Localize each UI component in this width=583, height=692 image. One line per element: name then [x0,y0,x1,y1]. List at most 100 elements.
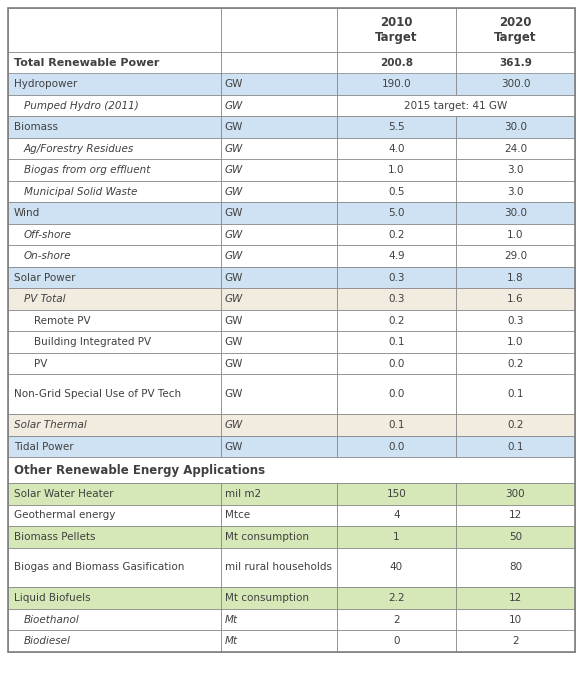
Text: Mt: Mt [224,636,238,646]
Text: 24.0: 24.0 [504,144,527,154]
Text: 200.8: 200.8 [380,57,413,68]
Text: Ag/Forestry Residues: Ag/Forestry Residues [24,144,134,154]
Text: 300: 300 [505,489,525,499]
Bar [220,116,337,138]
Bar [337,415,456,436]
Bar [456,116,575,138]
Bar [337,630,456,652]
Bar [220,8,337,52]
Text: Geothermal energy: Geothermal energy [14,510,115,520]
Bar [337,8,456,52]
Bar [337,526,456,547]
Bar [456,483,575,504]
Text: 0.5: 0.5 [388,187,405,197]
Text: GW: GW [224,337,243,347]
Text: 29.0: 29.0 [504,251,527,262]
Bar [8,526,220,547]
Text: 0.1: 0.1 [388,420,405,430]
Bar [8,8,220,52]
Text: 0.2: 0.2 [507,358,524,369]
Text: 4: 4 [393,510,400,520]
Bar [456,547,575,588]
Bar [220,374,337,415]
Text: Biogas and Biomass Gasification: Biogas and Biomass Gasification [14,563,184,572]
Text: Mt consumption: Mt consumption [224,532,308,542]
Bar [456,588,575,609]
Text: mil m2: mil m2 [224,489,261,499]
Text: Municipal Solid Waste: Municipal Solid Waste [24,187,138,197]
Text: 12: 12 [509,510,522,520]
Text: 50: 50 [509,532,522,542]
Bar [220,547,337,588]
Bar [220,353,337,374]
Bar [220,181,337,203]
Text: 30.0: 30.0 [504,122,527,132]
Text: GW: GW [224,273,243,283]
Bar [220,609,337,630]
Text: Wind: Wind [14,208,40,218]
Text: 12: 12 [509,593,522,603]
Text: Other Renewable Energy Applications: Other Renewable Energy Applications [14,464,265,477]
Text: Tidal Power: Tidal Power [14,441,73,451]
Bar [220,504,337,526]
Bar [8,483,220,504]
Text: 80: 80 [509,563,522,572]
Text: 4.0: 4.0 [388,144,405,154]
Text: Biogas from org effluent: Biogas from org effluent [24,165,150,175]
Bar [337,436,456,457]
Bar [220,415,337,436]
Bar [8,630,220,652]
Bar [456,609,575,630]
Bar [8,374,220,415]
Text: Solar Water Heater: Solar Water Heater [14,489,114,499]
Text: PV Total: PV Total [24,294,65,304]
Bar [337,159,456,181]
Text: 2010
Target: 2010 Target [375,16,417,44]
Text: 10: 10 [509,614,522,625]
Bar [220,159,337,181]
Text: GW: GW [224,230,243,239]
Text: 30.0: 30.0 [504,208,527,218]
Bar [337,374,456,415]
Text: 2: 2 [393,614,400,625]
Bar [337,588,456,609]
Bar [337,289,456,310]
Bar [220,331,337,353]
Text: GW: GW [224,251,243,262]
Bar [337,331,456,353]
Bar [337,224,456,246]
Bar [456,138,575,159]
Text: 150: 150 [387,489,406,499]
Bar [456,181,575,203]
Text: 0.1: 0.1 [388,337,405,347]
Bar [456,353,575,374]
Bar [456,73,575,95]
Bar [220,526,337,547]
Bar [337,52,456,73]
Bar [8,95,220,116]
Text: GW: GW [224,165,243,175]
Text: 1.0: 1.0 [388,165,405,175]
Text: 40: 40 [390,563,403,572]
Text: Mt consumption: Mt consumption [224,593,308,603]
Bar [337,181,456,203]
Bar [220,52,337,73]
Bar [220,224,337,246]
Text: GW: GW [224,390,243,399]
Bar [8,310,220,331]
Text: 300.0: 300.0 [501,80,530,89]
Bar [8,547,220,588]
Text: 4.9: 4.9 [388,251,405,262]
Text: Liquid Biofuels: Liquid Biofuels [14,593,90,603]
Text: 190.0: 190.0 [382,80,411,89]
Bar [456,415,575,436]
Text: 1.0: 1.0 [507,337,524,347]
Text: 3.0: 3.0 [507,165,524,175]
Text: Mt: Mt [224,614,238,625]
Bar [8,203,220,224]
Bar [220,267,337,289]
Text: 0.3: 0.3 [388,294,405,304]
Bar [8,181,220,203]
Bar [220,436,337,457]
Bar [337,246,456,267]
